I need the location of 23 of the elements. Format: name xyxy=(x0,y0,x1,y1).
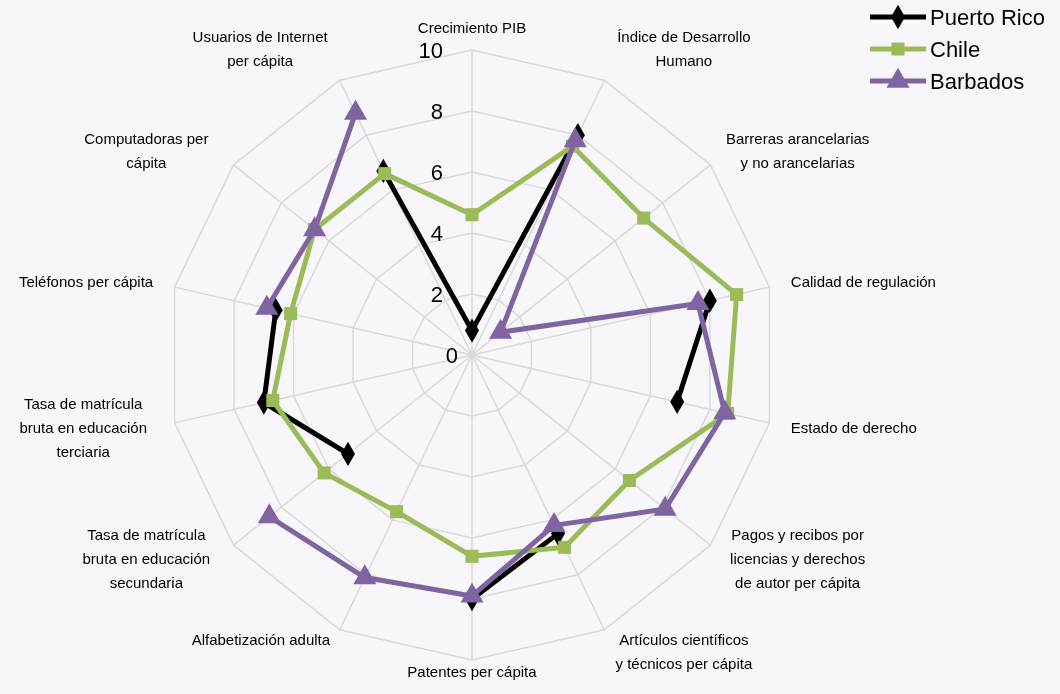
legend-label: Barbados xyxy=(930,68,1025,94)
spoke-label: Computadoras per cápita xyxy=(84,130,209,172)
spoke-label: Usuarios de Internet per cápita xyxy=(192,27,329,69)
legend-label: Puerto Rico xyxy=(930,4,1045,30)
y-tick-label: 10 xyxy=(418,37,443,63)
y-tick-label: 6 xyxy=(430,159,443,185)
legend-label: Chile xyxy=(930,36,981,62)
spoke-label: Crecimiento PIB xyxy=(417,19,527,37)
spoke-label: Estado de derecho xyxy=(790,419,917,437)
spoke-label: Índice de Desarrollo Humano xyxy=(617,27,751,69)
spoke-label: Calidad de regulación xyxy=(790,273,936,291)
spoke-label: Patentes per cápita xyxy=(407,663,538,681)
spoke-label: Tasa de matrícula bruta en educación terciaria xyxy=(19,395,147,461)
spoke-label: Pagos y recibos por licencias y derechos de autor per cápita xyxy=(730,526,866,592)
spoke-label: Tasa de matrícula bruta en educación secundaria xyxy=(82,526,211,592)
y-tick-label: 2 xyxy=(430,281,443,307)
spoke-label: Artículos científicos y técnicos per cápita xyxy=(615,630,753,672)
spoke-label: Alfabetización adulta xyxy=(191,630,331,648)
y-tick-label: 8 xyxy=(430,98,443,124)
spoke-label: Barreras arancelarias y no arancelarias xyxy=(725,130,870,172)
y-tick-label: 0 xyxy=(445,342,458,368)
y-tick-label: 4 xyxy=(430,220,443,246)
spoke-label: Teléfonos per cápita xyxy=(18,273,154,291)
